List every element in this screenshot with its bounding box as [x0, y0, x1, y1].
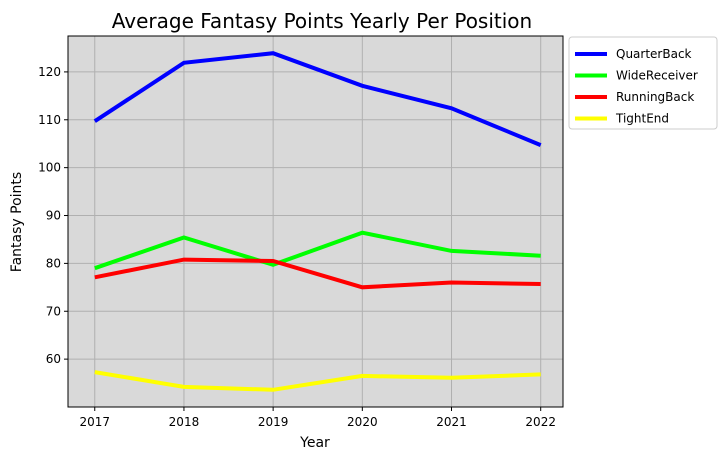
- plot-area: [67, 35, 564, 408]
- series-line-tightend: [94, 370, 541, 392]
- series-line-quarterback: [93, 51, 542, 147]
- x-tick-label: 2022: [525, 415, 556, 429]
- series-line-runningback: [94, 257, 541, 290]
- grid-lines: [68, 36, 563, 407]
- series-lines: [93, 51, 542, 392]
- plot-frame: [67, 35, 564, 408]
- chart-title: Average Fantasy Points Yearly Per Positi…: [112, 9, 532, 33]
- y-tick-label: 60: [46, 352, 61, 366]
- y-tick-label: 70: [46, 304, 61, 318]
- y-tick-label: 90: [46, 209, 61, 223]
- legend-label: RunningBack: [616, 90, 694, 104]
- series-line-widereceiver: [94, 230, 541, 271]
- legend-label: WideReceiver: [616, 69, 698, 83]
- x-tick-label: 2018: [169, 415, 200, 429]
- y-axis-label: Fantasy Points: [9, 172, 25, 272]
- x-tick-label: 2017: [79, 415, 110, 429]
- y-axis: 60 70 80 90 100 110 120: [38, 65, 68, 366]
- y-tick-label: 110: [38, 113, 61, 127]
- legend-box: [568, 36, 718, 130]
- y-tick-label: 80: [46, 256, 61, 270]
- y-tick-label: 100: [38, 161, 61, 175]
- x-axis-label: Year: [299, 435, 330, 451]
- legend: QuarterBack WideReceiver RunningBack TightE…: [568, 36, 718, 130]
- x-tick-label: 2020: [347, 415, 378, 429]
- legend-label: QuarterBack: [616, 47, 692, 61]
- legend-label: TightEnd: [615, 112, 669, 126]
- x-axis: 2017 2018 2019 2020 2021 2022: [79, 407, 556, 429]
- y-tick-label: 120: [38, 65, 61, 79]
- x-tick-label: 2019: [258, 415, 289, 429]
- x-tick-label: 2021: [436, 415, 467, 429]
